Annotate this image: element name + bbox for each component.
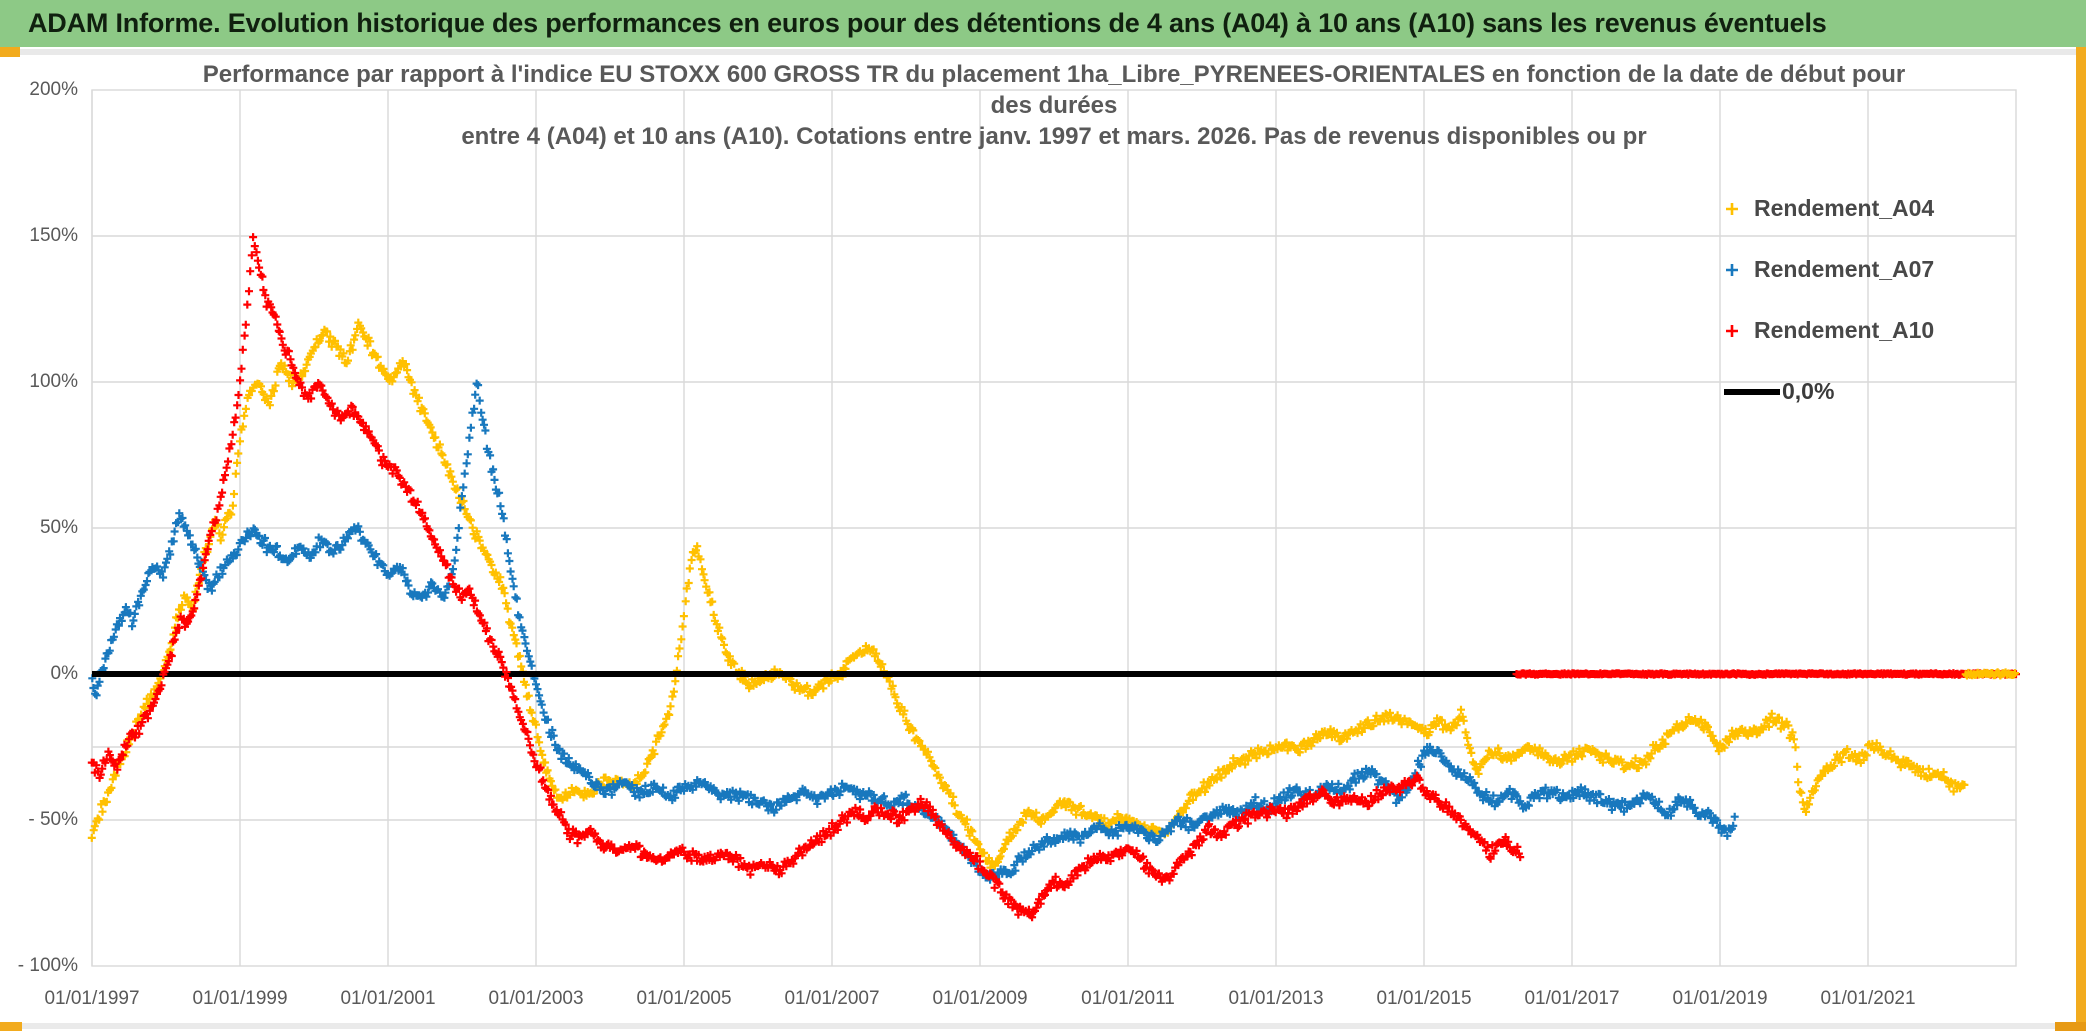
chart-legend: Rendement_A04 Rendement_A07 Rendement_A10 0…: [1724, 178, 1934, 422]
x-axis-label: 01/01/2021: [1820, 988, 1916, 1009]
y-axis-label: 150%: [29, 225, 78, 246]
x-axis-label: 01/01/2015: [1376, 988, 1472, 1009]
legend-label: Rendement_A10: [1754, 317, 1935, 343]
chart-title-line1: Performance par rapport à l'indice EU ST…: [202, 61, 1906, 88]
legend-item-zero-line: 0,0%: [1724, 361, 1934, 422]
bottom-accent-block-right: [2055, 1022, 2086, 1031]
x-axis-label: 01/01/2001: [340, 988, 436, 1009]
legend-item-rendement_a04: Rendement_A04: [1724, 178, 1934, 239]
legend-zero-line-icon: [1724, 388, 1780, 395]
right-accent-bar: [2076, 47, 2086, 1022]
legend-item-rendement_a10: Rendement_A10: [1724, 300, 1934, 361]
bottom-accent-block-left: [0, 1022, 22, 1031]
legend-label: Rendement_A07: [1754, 256, 1935, 282]
legend-plus-marker-icon: [1726, 202, 1738, 215]
legend-plus-marker-icon: [1726, 263, 1738, 276]
x-axis-label: 01/01/2009: [932, 988, 1028, 1009]
y-axis-label: 0%: [50, 663, 78, 684]
chart-title: Performance par rapport à l'indice EU ST…: [92, 59, 2016, 152]
legend-label: Rendement_A04: [1754, 195, 1935, 221]
x-axis-label: 01/01/2007: [784, 988, 880, 1009]
x-axis-label: 01/01/2005: [636, 988, 732, 1009]
x-axis-label: 01/01/2003: [488, 988, 584, 1009]
chart-title-line2: des durées: [990, 92, 1118, 119]
y-axis-label: - 50%: [28, 809, 78, 830]
x-axis-label: 01/01/2019: [1672, 988, 1768, 1009]
x-axis-label: 01/01/2017: [1524, 988, 1620, 1009]
x-axis-label: 01/01/1999: [192, 988, 288, 1009]
slide-title-bar: ADAM Informe. Evolution historique des p…: [0, 0, 2086, 47]
legend-plus-marker-icon: [1726, 324, 1738, 337]
legend-label: 0,0%: [1782, 378, 1835, 404]
x-axis-label: 01/01/1997: [44, 988, 140, 1009]
x-axis-label: 01/01/2013: [1228, 988, 1324, 1009]
y-axis-label: 100%: [29, 371, 78, 392]
legend-item-rendement_a07: Rendement_A07: [1724, 239, 1934, 300]
chart-title-line3: entre 4 (A04) et 10 ans (A10). Cotations…: [461, 123, 1647, 150]
slide-title: ADAM Informe. Evolution historique des p…: [28, 8, 1827, 38]
top-divider: [20, 49, 2077, 55]
y-axis-label: - 100%: [17, 955, 78, 976]
y-axis-label: 50%: [39, 517, 78, 538]
bottom-divider: [22, 1023, 2055, 1029]
top-accent-block: [0, 47, 20, 57]
x-axis-label: 01/01/2011: [1081, 988, 1175, 1009]
y-axis-label: 200%: [29, 79, 78, 100]
